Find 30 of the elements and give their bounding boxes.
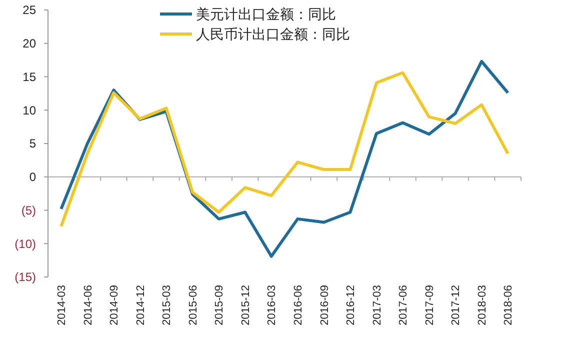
y-tick-label: 0 <box>29 170 36 184</box>
y-tick-label: 20 <box>22 36 36 51</box>
x-tick-label: 2014-09 <box>108 285 121 326</box>
x-tick-label: 2015-09 <box>214 285 226 326</box>
x-tick-label: 2015-03 <box>161 285 174 326</box>
y-tick-label: 15 <box>22 70 36 84</box>
x-tick-label: 2016-06 <box>292 285 304 326</box>
y-tick-label: 25 <box>22 3 36 18</box>
y-tick-label: (15) <box>14 270 36 284</box>
x-tick-label: 2014-06 <box>82 285 94 326</box>
y-tick-label: 5 <box>29 136 36 151</box>
line-series <box>60 71 510 228</box>
legend-label: 人民币计出口金额：同比 <box>196 26 350 42</box>
x-tick-label: 2018-03 <box>476 285 488 326</box>
x-tick-label: 2017-12 <box>450 285 462 326</box>
x-tick-label: 2018-06 <box>502 285 515 326</box>
x-tick-label: 2014-03 <box>56 285 68 326</box>
x-tick-label: 2017-06 <box>398 285 410 326</box>
x-tick-label: 2016-09 <box>318 285 331 326</box>
x-tick-label: 2016-03 <box>266 285 278 326</box>
y-tick-label: (5) <box>21 203 36 218</box>
y-tick-label: (10) <box>14 236 36 251</box>
x-tick-label: 2015-06 <box>187 285 200 326</box>
y-tick-label: 10 <box>22 103 36 118</box>
x-tick-label: 2014-12 <box>134 285 147 326</box>
x-tick-label: 2015-12 <box>240 285 252 326</box>
legend-label: 美元计出口金额：同比 <box>196 6 336 22</box>
x-tick-label: 2017-03 <box>371 285 384 326</box>
x-tick-label: 2016-12 <box>345 285 358 326</box>
x-tick-label: 2017-09 <box>424 285 436 326</box>
